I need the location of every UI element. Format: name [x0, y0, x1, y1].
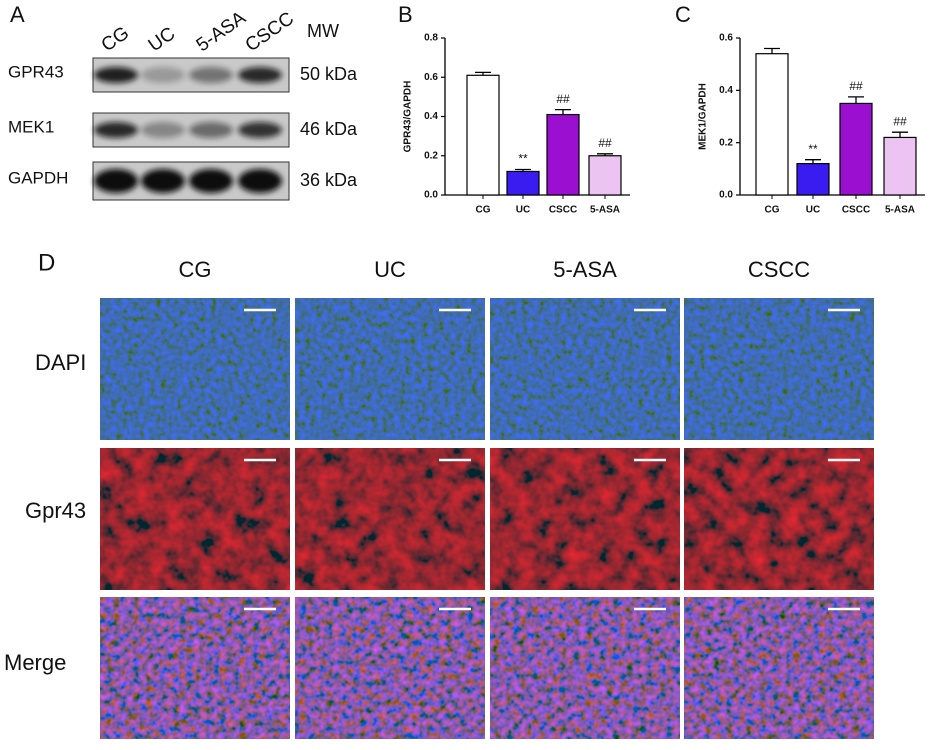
blot-band [141, 169, 185, 193]
micrograph-texture [100, 448, 290, 590]
error-bar [555, 108, 571, 115]
micrograph-texture [490, 298, 680, 440]
blot-band [141, 122, 185, 138]
micrograph-texture [490, 448, 680, 590]
blot-band [141, 67, 185, 83]
y-tick-label: 0.6 [424, 72, 438, 83]
blot-mw: 36 kDa [300, 170, 358, 190]
y-tick-label: 0.0 [719, 190, 733, 201]
bar [546, 113, 580, 196]
micrograph-texture [100, 298, 290, 440]
bar [466, 74, 500, 196]
micrograph-texture [684, 448, 874, 590]
lane-label: CSCC [242, 8, 298, 56]
blot-band [94, 169, 138, 193]
lane-label: CG [98, 23, 133, 57]
x-tick-label: UC [516, 205, 530, 216]
error-bar [892, 131, 908, 138]
blot-label: GAPDH [8, 168, 68, 187]
blot-mw: 46 kDa [300, 119, 358, 139]
column-label: CSCC [748, 257, 810, 282]
bar [839, 102, 873, 196]
y-tick-label: 0.4 [719, 85, 733, 96]
column-label: 5-ASA [553, 257, 617, 282]
micrograph-texture [490, 597, 680, 739]
micrograph-texture [100, 597, 290, 739]
blot-band [94, 122, 138, 138]
row-label: Merge [4, 650, 66, 675]
bar [506, 170, 540, 196]
y-tick-label: 0.6 [719, 33, 733, 44]
micrograph-texture [295, 448, 485, 590]
error-bar [475, 71, 491, 76]
micrograph-texture [295, 298, 485, 440]
lane-label: UC [145, 23, 180, 56]
panel-letter: B [398, 2, 413, 27]
micrograph-texture [295, 597, 485, 739]
bar [755, 53, 789, 196]
x-tick-label: CG [765, 205, 780, 216]
x-tick-label: 5-ASA [590, 205, 620, 216]
error-bar [764, 47, 780, 54]
bar [883, 136, 917, 196]
column-label: CG [179, 257, 212, 282]
x-tick-label: CSCC [549, 205, 577, 216]
error-bar [515, 168, 531, 172]
bar-charts: B GPR43/GAPDH 0.0 0.2 0.4 0.6 0.8 CG UC ** CSCC ## 5… [398, 2, 925, 216]
mw-header: MW [307, 21, 339, 41]
micrograph-texture [684, 298, 874, 440]
significance-label: ** [808, 142, 818, 156]
row-label: Gpr43 [25, 498, 86, 523]
column-label: UC [374, 257, 406, 282]
blot-mw: 50 kDa [300, 64, 358, 84]
error-bar [597, 153, 613, 156]
row-label: DAPI [35, 350, 86, 375]
blot-band [238, 67, 282, 83]
blot-label: GPR43 [8, 62, 64, 81]
significance-label: ## [556, 92, 570, 106]
y-tick-label: 0.4 [424, 111, 438, 122]
significance-label: ** [518, 152, 528, 166]
y-tick-label: 0.2 [719, 137, 733, 148]
bar [796, 163, 830, 196]
y-tick-label: 0.0 [424, 190, 438, 201]
blot-band [189, 122, 233, 138]
x-tick-label: UC [806, 205, 820, 216]
blot-label: MEK1 [8, 117, 54, 136]
significance-label: ## [598, 136, 612, 150]
micrograph-texture [684, 597, 874, 739]
blot-band [94, 67, 138, 83]
significance-label: ## [849, 79, 863, 93]
x-tick-label: CSCC [842, 205, 870, 216]
blot-band [189, 67, 233, 83]
y-tick-label: 0.2 [424, 150, 438, 161]
lane-label: 5-ASA [193, 7, 250, 56]
x-tick-label: CG [476, 205, 491, 216]
panel-letter: A [10, 2, 25, 27]
panel-letter: C [675, 2, 691, 27]
blot-band [238, 122, 282, 138]
bar [588, 155, 622, 196]
y-axis-label: GPR43/GAPDH [403, 81, 414, 153]
y-tick-label: 0.8 [424, 33, 438, 44]
panel-letter: D [38, 249, 55, 276]
blot-band [189, 169, 233, 193]
y-axis-label: MEK1/GAPDH [698, 83, 709, 150]
blot-band [238, 169, 282, 193]
error-bar [805, 159, 821, 164]
x-tick-label: 5-ASA [885, 205, 915, 216]
significance-label: ## [893, 114, 907, 128]
error-bar [848, 96, 864, 104]
panel-d: D CG UC 5-ASA CSCC DAPI Gpr43 Merge [4, 249, 874, 739]
